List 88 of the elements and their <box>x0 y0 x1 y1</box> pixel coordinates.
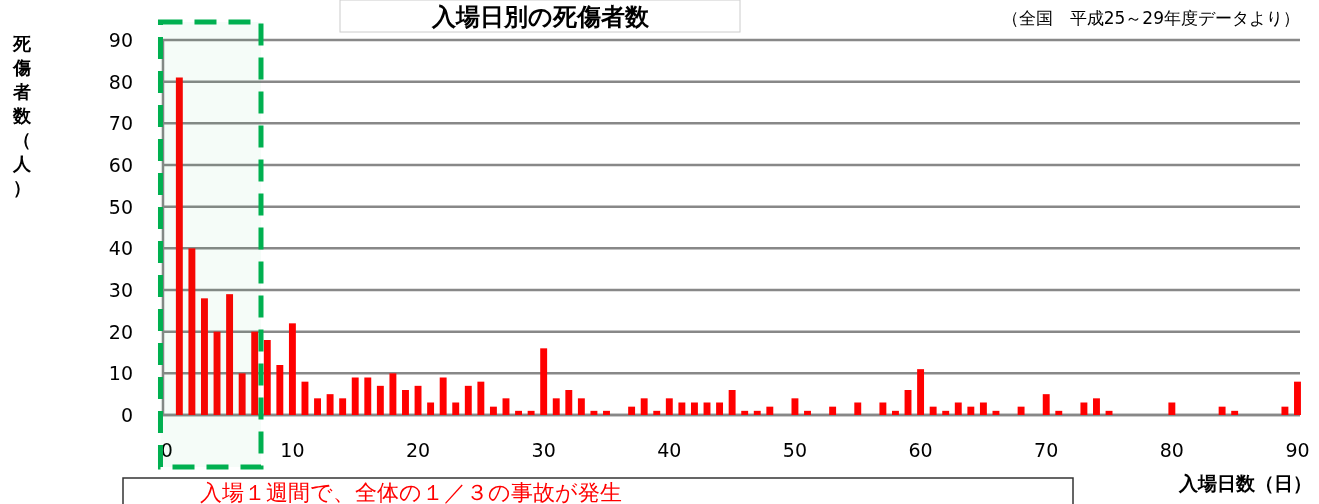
x-tick-label: 90 <box>1285 439 1310 461</box>
bar <box>389 373 397 415</box>
bar <box>515 410 522 415</box>
y-tick-label: 90 <box>108 29 133 51</box>
bar <box>1017 406 1025 415</box>
bar <box>226 294 234 415</box>
x-axis-title: 入場日数（日） <box>1178 472 1312 494</box>
bar <box>967 406 975 415</box>
bar <box>954 402 962 415</box>
bar <box>628 406 636 415</box>
bar <box>929 406 937 415</box>
bar <box>540 348 548 415</box>
bar <box>653 410 661 415</box>
bar <box>1168 402 1176 415</box>
bar <box>565 390 573 415</box>
bar <box>263 340 271 415</box>
bar <box>854 402 862 415</box>
bar <box>364 377 372 415</box>
x-tick-label: 10 <box>280 439 305 461</box>
bar <box>640 398 648 415</box>
bar <box>690 402 698 415</box>
x-tick-label: 60 <box>908 439 933 461</box>
x-tick-label: 50 <box>782 439 808 461</box>
bar <box>766 406 774 415</box>
bar <box>288 323 296 415</box>
bar <box>716 402 724 415</box>
bar <box>477 381 485 415</box>
x-tick-label: 40 <box>657 439 682 461</box>
bar <box>1281 406 1289 415</box>
y-tick-label: 60 <box>108 154 133 176</box>
bar <box>251 331 259 415</box>
bar <box>439 377 447 415</box>
bar <box>1055 410 1063 415</box>
bar <box>728 390 736 415</box>
y-tick-label: 20 <box>108 320 133 343</box>
bar <box>603 410 610 415</box>
bar <box>464 385 472 415</box>
bar <box>804 410 811 415</box>
bar <box>1294 381 1301 415</box>
y-axis-title: 死傷者数（人） <box>12 33 32 198</box>
x-tick-label: 70 <box>1034 439 1059 461</box>
bar <box>452 402 460 415</box>
bar <box>339 398 347 415</box>
bar <box>201 298 208 415</box>
bar <box>678 402 686 415</box>
bar <box>1231 410 1239 415</box>
bar <box>879 402 887 415</box>
text: 入場１週間で、全体の１／３の事故が発生 <box>200 480 622 504</box>
y-tick-label: 50 <box>108 195 133 218</box>
bar <box>527 410 535 415</box>
bar <box>791 398 799 415</box>
bar <box>489 406 497 415</box>
chart-subtitle: （全国 平成25～29年度データより） <box>1001 8 1300 28</box>
bar <box>1042 394 1050 415</box>
y-tick-label: 10 <box>108 362 133 385</box>
bar <box>552 398 560 415</box>
bar <box>829 406 837 415</box>
x-tick-label: 80 <box>1159 439 1184 461</box>
y-tick-label: 0 <box>120 404 133 426</box>
bar <box>979 402 987 415</box>
x-tick-label: 20 <box>405 439 431 461</box>
bar <box>917 369 925 415</box>
bar <box>577 398 585 415</box>
x-tick-label: 30 <box>531 439 556 461</box>
y-tick-label: 40 <box>108 237 133 260</box>
bar <box>892 410 899 415</box>
y-tick-label: 70 <box>108 112 133 135</box>
bar <box>175 77 183 415</box>
bar <box>376 385 384 415</box>
bar <box>665 398 673 415</box>
chart-title: 入場日別の死傷者数 <box>430 3 650 31</box>
bar <box>326 394 334 415</box>
bar <box>188 248 196 415</box>
bar <box>427 402 435 415</box>
y-tick-label: 30 <box>108 279 133 301</box>
bar <box>351 377 359 415</box>
bar <box>741 410 749 415</box>
bar <box>942 410 950 415</box>
bar <box>314 398 321 415</box>
bar <box>590 410 598 415</box>
bar <box>1080 402 1088 415</box>
bar <box>1093 398 1100 415</box>
bar <box>1218 406 1226 415</box>
y-tick-label: 80 <box>108 70 133 93</box>
bar <box>402 390 409 415</box>
bar <box>753 410 761 415</box>
bar <box>238 373 246 415</box>
bar <box>276 365 284 415</box>
